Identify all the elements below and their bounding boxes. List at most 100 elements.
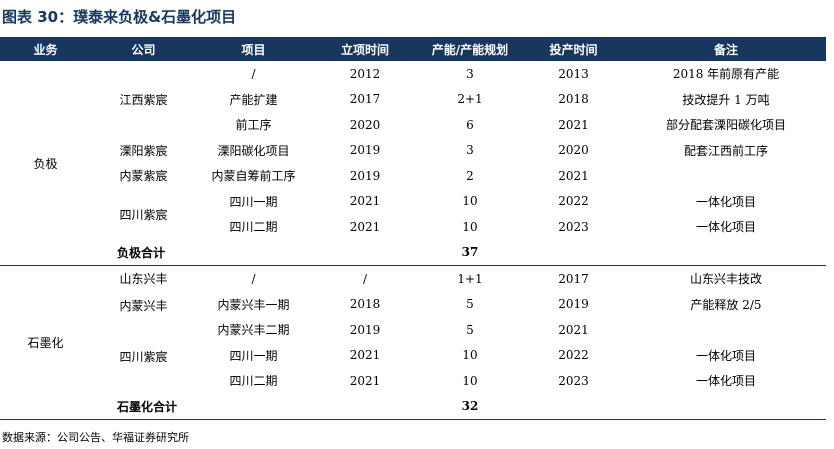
header-project: 项目 — [196, 37, 311, 61]
start-cell: / — [362, 271, 368, 286]
note-cell: 山东兴丰技改 — [689, 272, 762, 287]
table-row: 四川二期 2021 10 2023 一体化项目 — [0, 368, 826, 394]
project-table: 业务 公司 项目 立项时间 产能/产能规划 投产时间 备注 负极 江西紫宸 / … — [0, 37, 826, 420]
capacity-cell: 2 — [466, 168, 474, 183]
note-cell — [626, 163, 826, 189]
subtotal-value: 37 — [419, 239, 521, 266]
start-cell: 2017 — [349, 92, 381, 107]
project-cell: 四川一期 — [229, 348, 278, 363]
capacity-cell: 10 — [462, 219, 478, 234]
start-cell: 2021 — [349, 219, 381, 234]
empty-cell — [521, 239, 626, 266]
source-note: 数据来源：公司公告、华福证券研究所 — [2, 431, 189, 444]
start-cell: 2020 — [349, 117, 381, 132]
note-cell: 一体化项目 — [695, 348, 756, 363]
header-company: 公司 — [91, 37, 196, 61]
table-row: 四川紫宸 四川一期 2021 10 2022 一体化项目 — [0, 343, 826, 369]
capacity-cell: 10 — [462, 348, 478, 363]
table-row: 产能扩建 2017 2+1 2018 技改提升 1 万吨 — [0, 87, 826, 113]
production-cell: 2021 — [558, 117, 589, 132]
table-row: 内蒙兴丰 内蒙兴丰一期 2018 5 2019 产能释放 2/5 — [0, 292, 826, 318]
project-cell: / — [251, 271, 256, 286]
note-cell — [626, 317, 826, 343]
start-cell: 2019 — [349, 168, 381, 183]
subtotal-row: 石墨化合计 32 — [0, 393, 826, 420]
start-cell: 2019 — [349, 143, 381, 158]
note-cell: 2018 年前原有产能 — [672, 67, 780, 82]
empty-cell — [311, 393, 419, 420]
capacity-cell: 10 — [462, 194, 478, 209]
empty-cell — [521, 393, 626, 420]
company-cell: 内蒙紫宸 — [119, 169, 168, 184]
table-row: 内蒙紫宸 内蒙自筹前工序 2019 2 2021 — [0, 163, 826, 189]
project-cell: 四川二期 — [229, 220, 278, 235]
table-row: 石墨化 山东兴丰 / / 1+1 2017 山东兴丰技改 — [0, 265, 826, 420]
capacity-cell: 3 — [466, 143, 474, 158]
production-cell: 2019 — [558, 297, 589, 312]
company-cell: 四川紫宸 — [119, 207, 168, 222]
empty-cell — [626, 393, 826, 420]
note-cell: 部分配套溧阳碳化项目 — [665, 118, 786, 133]
company-cell: 江西紫宸 — [119, 92, 168, 107]
production-cell: 2020 — [558, 143, 589, 158]
table-row: 四川二期 2021 10 2023 一体化项目 — [0, 214, 826, 240]
production-cell: 2021 — [558, 168, 589, 183]
production-cell: 2017 — [558, 271, 589, 286]
capacity-cell: 3 — [466, 66, 474, 81]
project-cell: 内蒙自筹前工序 — [211, 169, 296, 184]
production-cell: 2022 — [558, 348, 589, 363]
project-cell: 四川一期 — [229, 194, 278, 209]
capacity-cell: 1+1 — [457, 271, 483, 286]
empty-cell — [196, 393, 311, 420]
production-cell: 2021 — [558, 322, 589, 337]
company-cell: 山东兴丰 — [119, 272, 168, 287]
project-cell: 溧阳碳化项目 — [217, 143, 290, 158]
start-cell: 2019 — [349, 322, 381, 337]
production-cell: 2013 — [558, 66, 589, 81]
capacity-cell: 2+1 — [457, 92, 483, 107]
empty-cell — [626, 239, 826, 266]
business-cell: 负极 — [0, 61, 91, 266]
production-cell: 2022 — [558, 194, 589, 209]
project-cell: 前工序 — [235, 118, 272, 133]
note-cell: 一体化项目 — [695, 374, 756, 389]
subtotal-label: 负极合计 — [91, 239, 196, 266]
table-row: 前工序 2020 6 2021 部分配套溧阳碳化项目 — [0, 112, 826, 138]
subtotal-label: 石墨化合计 — [91, 393, 196, 420]
note-cell: 一体化项目 — [695, 194, 756, 209]
start-cell: 2021 — [349, 194, 381, 209]
header-note: 备注 — [626, 37, 826, 61]
capacity-cell: 5 — [466, 297, 474, 312]
start-cell: 2021 — [349, 348, 381, 363]
figure-title: 图表 30：璞泰来负极&石墨化项目 — [2, 8, 237, 26]
project-cell: / — [251, 66, 256, 81]
header-row: 业务 公司 项目 立项时间 产能/产能规划 投产时间 备注 — [0, 37, 826, 61]
project-cell: 四川二期 — [229, 374, 278, 389]
production-cell: 2018 — [558, 92, 589, 107]
subtotal-value: 32 — [419, 393, 521, 420]
project-cell: 内蒙兴丰二期 — [217, 323, 290, 338]
business-cell: 石墨化 — [0, 265, 91, 420]
project-cell: 产能扩建 — [229, 92, 278, 107]
note-cell: 一体化项目 — [695, 220, 756, 235]
note-cell: 配套江西前工序 — [683, 143, 768, 158]
empty-cell — [196, 239, 311, 266]
note-cell: 技改提升 1 万吨 — [682, 92, 770, 107]
header-production: 投产时间 — [521, 37, 626, 61]
table-row: 内蒙兴丰二期 2019 5 2021 — [0, 317, 826, 343]
header-capacity: 产能/产能规划 — [419, 37, 521, 61]
empty-cell — [311, 239, 419, 266]
header-start: 立项时间 — [311, 37, 419, 61]
capacity-cell: 10 — [462, 373, 478, 388]
capacity-cell: 5 — [466, 322, 474, 337]
company-cell: 内蒙兴丰 — [119, 298, 168, 313]
table-row: 溧阳紫宸 溧阳碳化项目 2019 3 2020 配套江西前工序 — [0, 138, 826, 164]
table-row: 四川紫宸 四川一期 2021 10 2022 一体化项目 — [0, 189, 826, 221]
project-cell: 内蒙兴丰一期 — [217, 297, 290, 312]
production-cell: 2023 — [558, 219, 589, 234]
company-cell: 四川紫宸 — [119, 349, 168, 364]
header-business: 业务 — [0, 37, 91, 61]
production-cell: 2023 — [558, 373, 589, 388]
start-cell: 2021 — [349, 373, 381, 388]
